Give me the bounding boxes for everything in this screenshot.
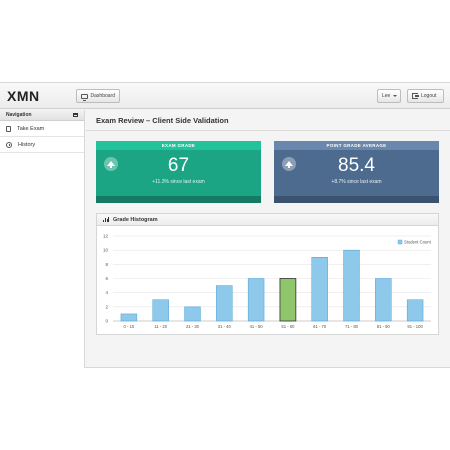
dashboard-button-label: Dashboard: [90, 93, 115, 99]
sidebar-item-label: Take Exam: [17, 125, 45, 132]
y-tick-label: 8: [105, 262, 108, 267]
x-tick-label: 81 - 90: [377, 324, 391, 329]
x-tick-label: 21 - 30: [186, 324, 200, 329]
panel-header: Grade Histogram: [97, 214, 438, 226]
legend-swatch: [397, 239, 403, 245]
histogram-bar: [184, 306, 201, 322]
arrow-up-icon: [104, 157, 118, 171]
point-grade-average-card: POINT GRADE AVERAGE 85.4 +8.7% since las…: [274, 141, 439, 203]
document-icon: [6, 125, 11, 132]
logout-button-label: Logout: [421, 93, 437, 99]
user-menu-button[interactable]: Lee: [377, 89, 401, 103]
y-tick-label: 2: [105, 304, 108, 309]
y-tick-label: 6: [105, 276, 108, 281]
histogram-bar: [406, 299, 424, 322]
exam-grade-card: EXAM GRADE 67 +11.3% since last exam: [96, 141, 261, 203]
sidebar-item-take-exam[interactable]: Take Exam: [0, 121, 84, 137]
stat-card-value: 67: [167, 155, 190, 176]
histogram-bar: [247, 278, 265, 322]
histogram-bar: [375, 278, 392, 322]
panel-title: Grade Histogram: [113, 216, 158, 223]
title-divider: [86, 130, 450, 131]
x-tick-label: 61 - 70: [313, 324, 327, 329]
main-content: Exam Review – Client Side Validation EXA…: [86, 110, 450, 368]
grade-histogram-chart: 0 2 4 6 8 10 12 0 - 10 11 - 20 21 - 30 31 - 40 41 -…: [103, 234, 432, 330]
legend-label: Student Count: [404, 240, 432, 245]
logout-icon: [412, 93, 419, 99]
x-tick-label: 41 - 50: [250, 324, 264, 329]
stat-card-change: +11.3% since last exam: [152, 179, 205, 185]
x-tick-label: 71 - 80: [345, 324, 359, 329]
histogram-bar: [152, 299, 169, 322]
x-tick-label: 51 - 60: [281, 324, 295, 329]
y-tick-label: 0: [105, 319, 108, 324]
stat-card-footer: [96, 196, 261, 203]
caret-down-icon: [393, 95, 398, 97]
sidebar-item-label: History: [18, 141, 36, 148]
monitor-icon: [81, 93, 88, 101]
sidebar-header: Navigation: [0, 110, 84, 121]
logout-button[interactable]: Logout: [407, 89, 444, 103]
stat-card-value: 85.4: [338, 155, 375, 176]
dashboard-button[interactable]: Dashboard: [76, 89, 120, 103]
brand-logo[interactable]: XMN: [7, 88, 40, 104]
x-tick-label: 0 - 10: [124, 324, 135, 329]
user-menu-label: Lee: [382, 93, 391, 99]
sidebar: Navigation Take Exam History: [0, 110, 85, 368]
sidebar-item-history[interactable]: History: [0, 137, 84, 153]
x-tick-label: 11 - 20: [154, 324, 167, 329]
stat-card-header: EXAM GRADE: [96, 141, 261, 150]
arrow-up-icon: [282, 157, 296, 171]
app-window: XMN Dashboard Lee Logout Navigation Take…: [0, 82, 450, 368]
top-navbar: XMN Dashboard Lee Logout: [0, 83, 450, 109]
page-title: Exam Review – Client Side Validation: [96, 116, 229, 125]
y-tick-label: 12: [103, 234, 109, 239]
stat-card-change: +8.7% since last exam: [331, 179, 382, 185]
stat-card-footer: [274, 196, 439, 203]
histogram-bar: [279, 278, 297, 322]
histogram-bar: [216, 285, 233, 322]
x-tick-label: 31 - 40: [218, 324, 232, 329]
y-tick-label: 4: [105, 290, 108, 295]
bar-chart-icon: [103, 217, 109, 222]
histogram-bar: [120, 313, 138, 322]
sidebar-title: Navigation: [6, 112, 32, 118]
x-tick-label: 91 - 100: [407, 324, 423, 329]
histogram-bar: [311, 257, 328, 322]
clock-icon: [6, 141, 12, 148]
collapse-icon[interactable]: [73, 113, 78, 117]
histogram-bar: [343, 249, 360, 322]
y-tick-label: 10: [103, 248, 109, 253]
stat-card-header: POINT GRADE AVERAGE: [274, 141, 439, 150]
grade-histogram-panel: Grade Histogram 0 2 4 6 8 10 12 0 - 10 11 - 20 21…: [96, 213, 439, 335]
